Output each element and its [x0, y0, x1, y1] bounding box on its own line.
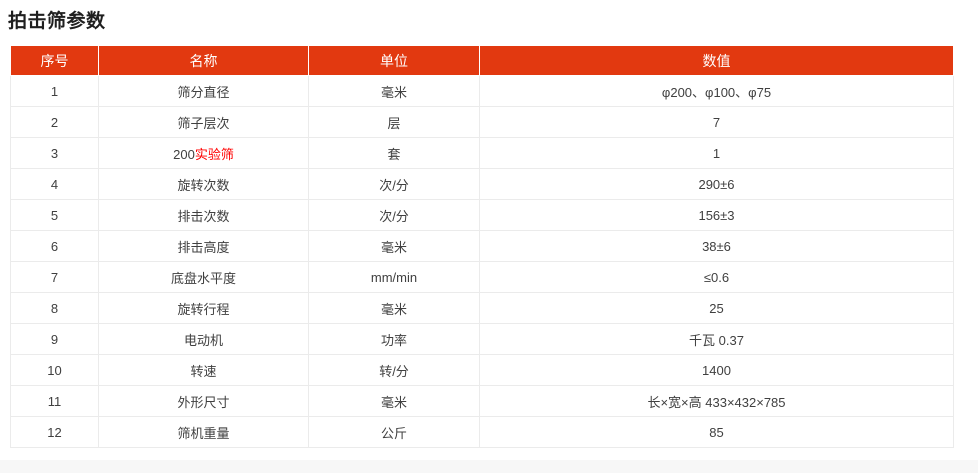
cell-unit: 毫米: [308, 230, 480, 262]
cell-index: 2: [10, 106, 99, 138]
table-row: 1 筛分直径 毫米 φ200、φ100、φ75: [10, 75, 954, 107]
keyword-link[interactable]: 实验筛: [194, 146, 234, 162]
cell-name: 底盘水平度: [98, 261, 309, 293]
cell-value: 25: [479, 292, 954, 324]
cell-unit: 毫米: [308, 75, 480, 107]
cell-name: 200实验筛: [98, 137, 309, 169]
cell-unit: 公斤: [308, 416, 480, 448]
cell-name: 排击次数: [98, 199, 309, 231]
cell-index: 3: [10, 137, 99, 169]
table-row: 11 外形尺寸 毫米 长×宽×高 433×432×785: [10, 385, 954, 417]
table-body: 1 筛分直径 毫米 φ200、φ100、φ75 2 筛子层次层 7 3 200实验筛套 1 4 旋转次…: [10, 75, 954, 448]
cell-unit: 毫米: [308, 292, 480, 324]
col-header-index: 序号: [10, 45, 99, 76]
table-row: 6 排击高度 毫米 38±6: [10, 230, 954, 262]
col-header-value: 数值: [479, 45, 954, 76]
cell-unit: 层: [308, 106, 480, 138]
cell-value: 千瓦 0.37: [479, 323, 954, 355]
cell-name: 排击高度: [98, 230, 309, 262]
table-row: 3 200实验筛套 1: [10, 137, 954, 169]
cell-name: 筛机重量: [98, 416, 309, 448]
cell-value: 85: [479, 416, 954, 448]
col-header-unit: 单位: [308, 45, 480, 76]
cell-index: 6: [10, 230, 99, 262]
cell-name: 电动机: [98, 323, 309, 355]
cell-index: 4: [10, 168, 99, 200]
page-title: 拍击筛参数: [8, 11, 106, 32]
name-text: 200: [173, 146, 195, 162]
cell-unit: 毫米: [308, 385, 480, 417]
cell-name: 外形尺寸: [98, 385, 309, 417]
cell-value: 7: [479, 106, 954, 138]
table-row: 2 筛子层次层 7: [10, 106, 954, 138]
table-row: 9 电动机 功率 千瓦 0.37: [10, 323, 954, 355]
cell-index: 7: [10, 261, 99, 293]
cell-index: 12: [10, 416, 99, 448]
cell-unit: 套: [308, 137, 480, 169]
table-row: 10 转速 转/分 1400: [10, 354, 954, 386]
cell-name: 筛子层次: [98, 106, 309, 138]
cell-unit: 次/分: [308, 199, 480, 231]
cell-index: 8: [10, 292, 99, 324]
table-row: 8 旋转行程 毫米 25: [10, 292, 954, 324]
table-row: 5 排击次数 次/分 156±3: [10, 199, 954, 231]
cell-index: 11: [10, 385, 99, 417]
cell-unit: 功率: [308, 323, 480, 355]
parameters-table: 序号 名称 单位 数值 1 筛分直径 毫米 φ200、φ100、φ75 2 筛子层次层 7 3…: [10, 45, 954, 448]
cell-index: 5: [10, 199, 99, 231]
table-row: 12 筛机重量 公斤 85: [10, 416, 954, 448]
col-header-name: 名称: [98, 45, 309, 76]
cell-name: 旋转次数: [98, 168, 309, 200]
cell-index: 10: [10, 354, 99, 386]
cell-value: 长×宽×高 433×432×785: [479, 385, 954, 417]
cell-index: 1: [10, 75, 99, 107]
cell-name: 旋转行程: [98, 292, 309, 324]
cell-name: 筛分直径: [98, 75, 309, 107]
table-header: 序号 名称 单位 数值: [10, 45, 954, 76]
header-row: 序号 名称 单位 数值: [10, 45, 954, 76]
cell-value: 1400: [479, 354, 954, 386]
cell-value: φ200、φ100、φ75: [479, 75, 954, 107]
cell-name: 转速: [98, 354, 309, 386]
cell-unit: 转/分: [308, 354, 480, 386]
cell-value: 290±6: [479, 168, 954, 200]
table-row: 4 旋转次数 次/分 290±6: [10, 168, 954, 200]
cell-unit: mm/min: [308, 261, 480, 293]
cell-value: ≤0.6: [479, 261, 954, 293]
footer-band: [0, 460, 978, 473]
cell-unit: 次/分: [308, 168, 480, 200]
cell-value: 156±3: [479, 199, 954, 231]
table-row: 7 底盘水平度 mm/min ≤0.6: [10, 261, 954, 293]
cell-value: 38±6: [479, 230, 954, 262]
cell-value: 1: [479, 137, 954, 169]
cell-index: 9: [10, 323, 99, 355]
